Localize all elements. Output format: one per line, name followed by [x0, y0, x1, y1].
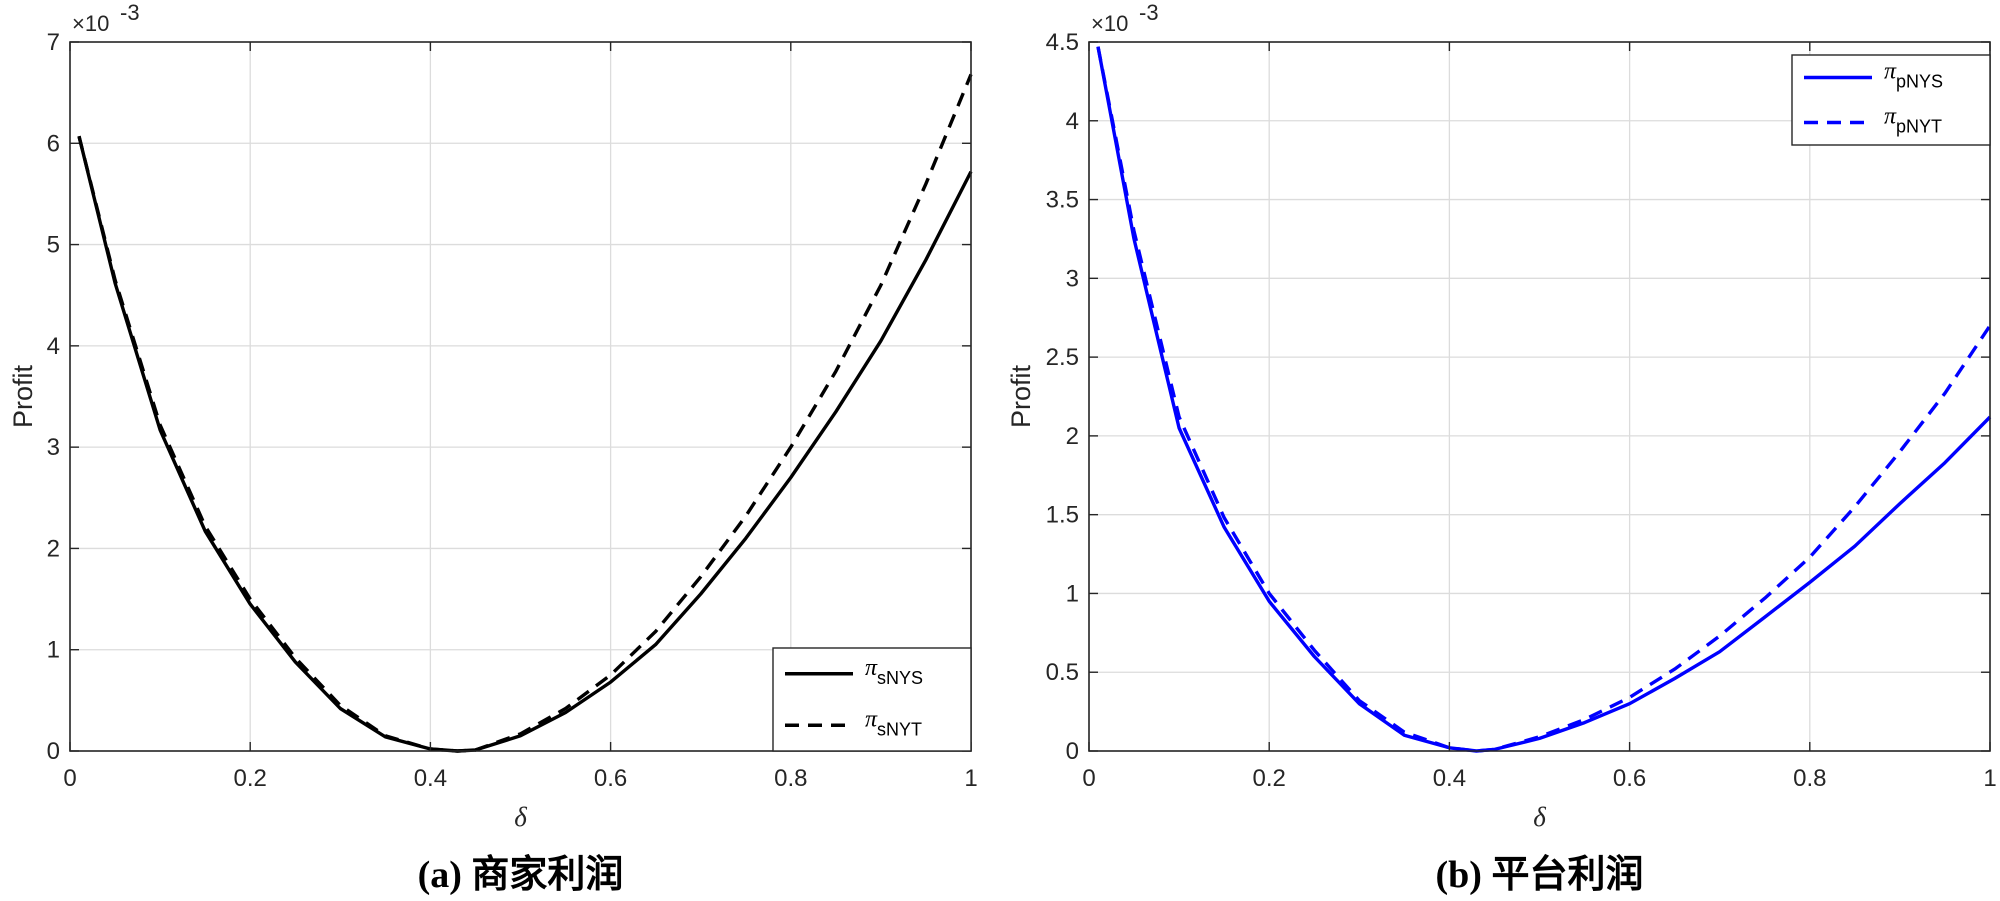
- axis-exponent-label: ×10: [72, 11, 109, 36]
- chart-panel-b: 0 0.2 0.4 0.6 0.8 1 0 0.5 1 1.5 2 2.5 3 3.5 4 4.5 ×10 -3 P…: [1006, 0, 1997, 896]
- axis-exponent-label: ×10: [1091, 11, 1128, 36]
- chart-panel-a: 0 0.2 0.4 0.6 0.8 1 0 1 2 3 4 5 6 7 ×10 -3 Profit δ (a) 商家…: [8, 0, 978, 896]
- x-tick-label: 0.8: [774, 765, 807, 792]
- y-tick-label: 2.5: [1046, 344, 1079, 371]
- plot-area: [70, 42, 971, 751]
- y-tick-label: 6: [47, 130, 60, 157]
- y-tick-label: 1: [1066, 580, 1079, 607]
- y-tick-label: 3: [1066, 265, 1079, 292]
- x-tick-label: 0.8: [1793, 765, 1826, 792]
- y-tick-label: 0.5: [1046, 659, 1079, 686]
- axis-exponent-power: -3: [120, 0, 140, 25]
- x-tick-label: 1: [964, 765, 977, 792]
- axis-exponent-power: -3: [1139, 0, 1159, 25]
- y-tick-label: 1.5: [1046, 502, 1079, 529]
- x-tick-label: 0.4: [414, 765, 447, 792]
- axes-box: [1088, 41, 1991, 752]
- axes-box: [69, 41, 972, 752]
- legend-box: [1791, 54, 1991, 146]
- panel-caption: (b) 平台利润: [1436, 854, 1644, 896]
- y-tick-label: 3.5: [1046, 187, 1079, 214]
- x-tick-label: 0.6: [594, 765, 627, 792]
- y-axis-label: Profit: [8, 364, 38, 428]
- y-tick-label: 1: [47, 637, 60, 664]
- series-line-pNYS: [1096, 46, 1992, 753]
- y-tick-label: 4.5: [1046, 29, 1079, 56]
- y-tick-label: 7: [47, 29, 60, 56]
- x-tick-label: 0: [1082, 765, 1095, 792]
- y-tick-label: 2: [47, 535, 60, 562]
- y-axis-label: Profit: [1006, 364, 1036, 428]
- panel-caption: (a) 商家利润: [418, 854, 624, 896]
- x-axis-label: δ: [514, 802, 527, 832]
- series-line-pNYT: [1096, 46, 1992, 753]
- x-tick-label: 0.2: [234, 765, 267, 792]
- y-tick-label: 4: [47, 333, 60, 360]
- x-tick-label: 0.2: [1253, 765, 1286, 792]
- y-tick-label: 2: [1066, 423, 1079, 450]
- y-tick-label: 0: [1066, 738, 1079, 765]
- x-axis-label: δ: [1533, 802, 1546, 832]
- y-tick-label: 3: [47, 434, 60, 461]
- y-tick-label: 5: [47, 232, 60, 259]
- plot-area: [1089, 42, 1990, 751]
- x-tick-label: 0.6: [1613, 765, 1646, 792]
- y-tick-label: 0: [47, 738, 60, 765]
- x-tick-label: 0.4: [1433, 765, 1466, 792]
- x-tick-label: 1: [1983, 765, 1996, 792]
- x-tick-label: 0: [63, 765, 76, 792]
- legend-box: [772, 647, 972, 752]
- y-tick-label: 4: [1066, 108, 1079, 135]
- series-line-sNYT: [77, 73, 973, 753]
